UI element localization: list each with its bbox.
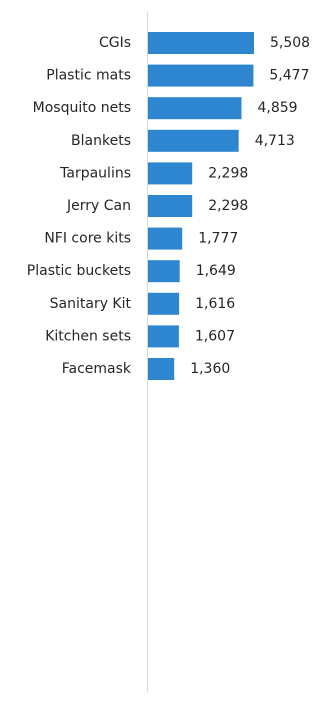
value-label-kitchen-sets: 1,607 — [195, 328, 235, 344]
category-label-mosquito-nets: Mosquito nets — [33, 100, 131, 116]
bar-plastic-buckets — [148, 260, 180, 283]
bar-mosquito-nets — [148, 97, 242, 120]
bar-tarpaulins — [148, 162, 193, 185]
category-label-facemask: Facemask — [62, 361, 132, 377]
category-label-sanitary-kit: Sanitary Kit — [50, 296, 132, 312]
value-label-plastic-buckets: 1,649 — [196, 263, 236, 279]
value-label-sanitary-kit: 1,616 — [195, 296, 235, 312]
value-label-nfi-core-kits: 1,777 — [198, 231, 238, 247]
category-labels-group: CGIs Plastic mats Mosquito nets Blankets Tar… — [27, 35, 132, 377]
value-label-jerry-can: 2,298 — [208, 198, 248, 214]
bar-blankets — [148, 129, 239, 152]
bar-plastic-mats — [148, 64, 254, 87]
bar-cgis — [148, 32, 254, 54]
bar-nfi-core-kits — [148, 227, 183, 250]
value-label-mosquito-nets: 4,859 — [258, 100, 298, 116]
bar-jerry-can — [148, 195, 193, 217]
category-label-jerry-can: Jerry Can — [66, 198, 131, 214]
category-label-kitchen-sets: Kitchen sets — [45, 328, 131, 344]
bar-kitchen-sets — [148, 325, 179, 348]
value-label-blankets: 4,713 — [255, 133, 295, 149]
category-label-nfi-core-kits: NFI core kits — [44, 231, 131, 247]
value-label-plastic-mats: 5,477 — [269, 68, 309, 84]
category-label-blankets: Blankets — [71, 133, 131, 149]
value-label-cgis: 5,508 — [270, 35, 310, 51]
category-label-plastic-mats: Plastic mats — [46, 68, 131, 84]
category-label-plastic-buckets: Plastic buckets — [27, 263, 131, 279]
bar-facemask — [148, 358, 175, 380]
category-label-tarpaulins: Tarpaulins — [59, 165, 131, 181]
value-label-facemask: 1,360 — [190, 361, 230, 377]
value-labels-group: 5,508 5,477 4,859 4,713 2,298 2,298 1,777 1,649… — [190, 35, 310, 377]
value-label-tarpaulins: 2,298 — [208, 165, 248, 181]
category-label-cgis: CGIs — [99, 35, 131, 51]
bars-group — [148, 32, 254, 380]
bar-sanitary-kit — [148, 292, 180, 315]
